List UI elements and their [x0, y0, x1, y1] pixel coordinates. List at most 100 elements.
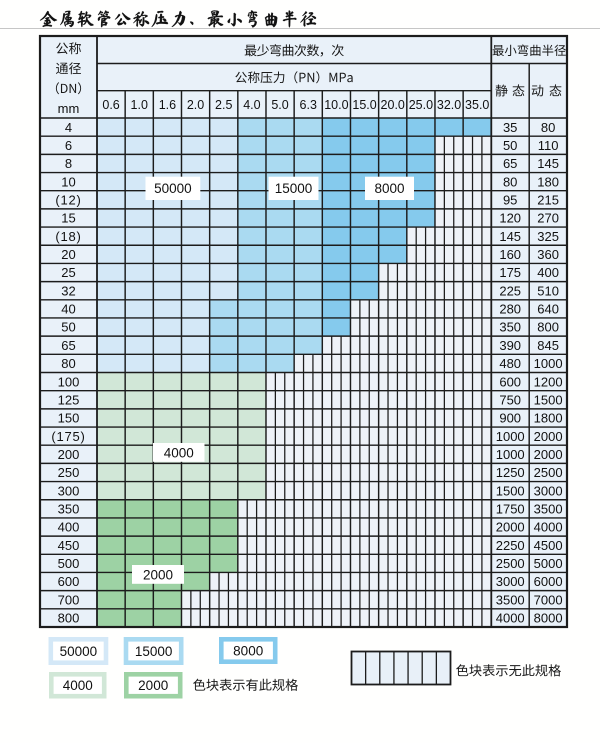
- svg-text:2000: 2000: [496, 520, 525, 535]
- svg-text:1250: 1250: [496, 465, 525, 480]
- svg-text:10.0: 10.0: [324, 98, 348, 112]
- svg-text:(175): (175): [51, 429, 85, 444]
- svg-text:280: 280: [499, 302, 521, 317]
- svg-text:270: 270: [537, 211, 559, 226]
- svg-text:65: 65: [503, 156, 517, 171]
- svg-text:800: 800: [58, 611, 80, 626]
- svg-text:8000: 8000: [233, 643, 263, 658]
- svg-text:450: 450: [58, 538, 80, 553]
- svg-text:7000: 7000: [534, 592, 563, 607]
- svg-text:4500: 4500: [534, 538, 563, 553]
- svg-text:325: 325: [537, 229, 559, 244]
- svg-text:1200: 1200: [534, 374, 563, 389]
- svg-text:15000: 15000: [135, 644, 173, 659]
- svg-text:32.0: 32.0: [437, 98, 461, 112]
- svg-text:40: 40: [61, 302, 75, 317]
- svg-text:1750: 1750: [496, 502, 525, 517]
- svg-text:500: 500: [58, 556, 80, 571]
- svg-text:2250: 2250: [496, 538, 525, 553]
- svg-text:1500: 1500: [534, 392, 563, 407]
- svg-text:2000: 2000: [143, 567, 173, 582]
- svg-text:50000: 50000: [60, 644, 98, 659]
- svg-text:700: 700: [58, 592, 80, 607]
- svg-text:3000: 3000: [534, 483, 563, 498]
- svg-text:3000: 3000: [496, 574, 525, 589]
- svg-text:400: 400: [58, 520, 80, 535]
- svg-text:145: 145: [537, 156, 559, 171]
- svg-text:6000: 6000: [534, 574, 563, 589]
- svg-text:480: 480: [499, 356, 521, 371]
- svg-text:350: 350: [58, 502, 80, 517]
- svg-text:mm: mm: [58, 101, 80, 116]
- svg-text:160: 160: [499, 247, 521, 262]
- svg-text:800: 800: [537, 320, 559, 335]
- svg-text:10: 10: [61, 174, 75, 189]
- svg-text:95: 95: [503, 192, 517, 207]
- svg-text:35.0: 35.0: [465, 98, 489, 112]
- svg-text:900: 900: [499, 411, 521, 426]
- svg-text:20: 20: [61, 247, 75, 262]
- svg-text:1000: 1000: [496, 447, 525, 462]
- svg-text:600: 600: [58, 574, 80, 589]
- svg-text:20.0: 20.0: [381, 98, 405, 112]
- svg-text:(18): (18): [55, 229, 81, 244]
- svg-text:180: 180: [537, 174, 559, 189]
- svg-text:1000: 1000: [496, 429, 525, 444]
- svg-text:5.0: 5.0: [271, 98, 288, 112]
- svg-text:6: 6: [65, 138, 72, 153]
- svg-text:8: 8: [65, 156, 72, 171]
- svg-text:65: 65: [61, 338, 75, 353]
- svg-text:300: 300: [58, 483, 80, 498]
- svg-text:2000: 2000: [534, 447, 563, 462]
- svg-text:100: 100: [58, 374, 80, 389]
- svg-text:50: 50: [503, 138, 517, 153]
- svg-text:4: 4: [65, 120, 72, 135]
- svg-text:400: 400: [537, 265, 559, 280]
- svg-text:8000: 8000: [374, 181, 404, 196]
- svg-text:640: 640: [537, 302, 559, 317]
- svg-text:150: 150: [58, 411, 80, 426]
- svg-text:8000: 8000: [534, 611, 563, 626]
- svg-text:0.6: 0.6: [102, 98, 119, 112]
- svg-text:80: 80: [541, 120, 555, 135]
- svg-text:125: 125: [58, 392, 80, 407]
- svg-text:360: 360: [537, 247, 559, 262]
- svg-text:200: 200: [58, 447, 80, 462]
- svg-text:845: 845: [537, 338, 559, 353]
- svg-text:25.0: 25.0: [409, 98, 433, 112]
- svg-text:1.6: 1.6: [159, 98, 176, 112]
- svg-text:4.0: 4.0: [243, 98, 260, 112]
- svg-text:4000: 4000: [534, 520, 563, 535]
- svg-text:25: 25: [61, 265, 75, 280]
- svg-text:3500: 3500: [534, 502, 563, 517]
- svg-text:(12): (12): [55, 192, 81, 207]
- svg-text:15.0: 15.0: [352, 98, 376, 112]
- svg-text:120: 120: [499, 211, 521, 226]
- svg-text:225: 225: [499, 283, 521, 298]
- svg-text:350: 350: [499, 320, 521, 335]
- svg-text:2.5: 2.5: [215, 98, 232, 112]
- svg-text:35: 35: [503, 120, 517, 135]
- svg-text:750: 750: [499, 392, 521, 407]
- svg-text:2500: 2500: [496, 556, 525, 571]
- svg-text:4000: 4000: [63, 678, 93, 693]
- svg-text:175: 175: [499, 265, 521, 280]
- svg-text:110: 110: [538, 138, 559, 153]
- svg-text:15000: 15000: [275, 181, 313, 196]
- svg-text:6.3: 6.3: [300, 98, 317, 112]
- svg-text:145: 145: [499, 229, 521, 244]
- svg-text:50000: 50000: [154, 181, 192, 196]
- svg-text:80: 80: [61, 356, 75, 371]
- svg-text:80: 80: [503, 174, 517, 189]
- svg-text:600: 600: [499, 374, 521, 389]
- svg-text:4000: 4000: [164, 445, 194, 460]
- svg-text:1800: 1800: [534, 411, 563, 426]
- svg-text:390: 390: [499, 338, 521, 353]
- svg-text:1000: 1000: [534, 356, 563, 371]
- svg-text:1.0: 1.0: [131, 98, 148, 112]
- svg-text:215: 215: [537, 192, 559, 207]
- svg-text:2500: 2500: [534, 465, 563, 480]
- svg-text:32: 32: [61, 283, 75, 298]
- svg-text:50: 50: [61, 320, 75, 335]
- svg-text:510: 510: [537, 283, 559, 298]
